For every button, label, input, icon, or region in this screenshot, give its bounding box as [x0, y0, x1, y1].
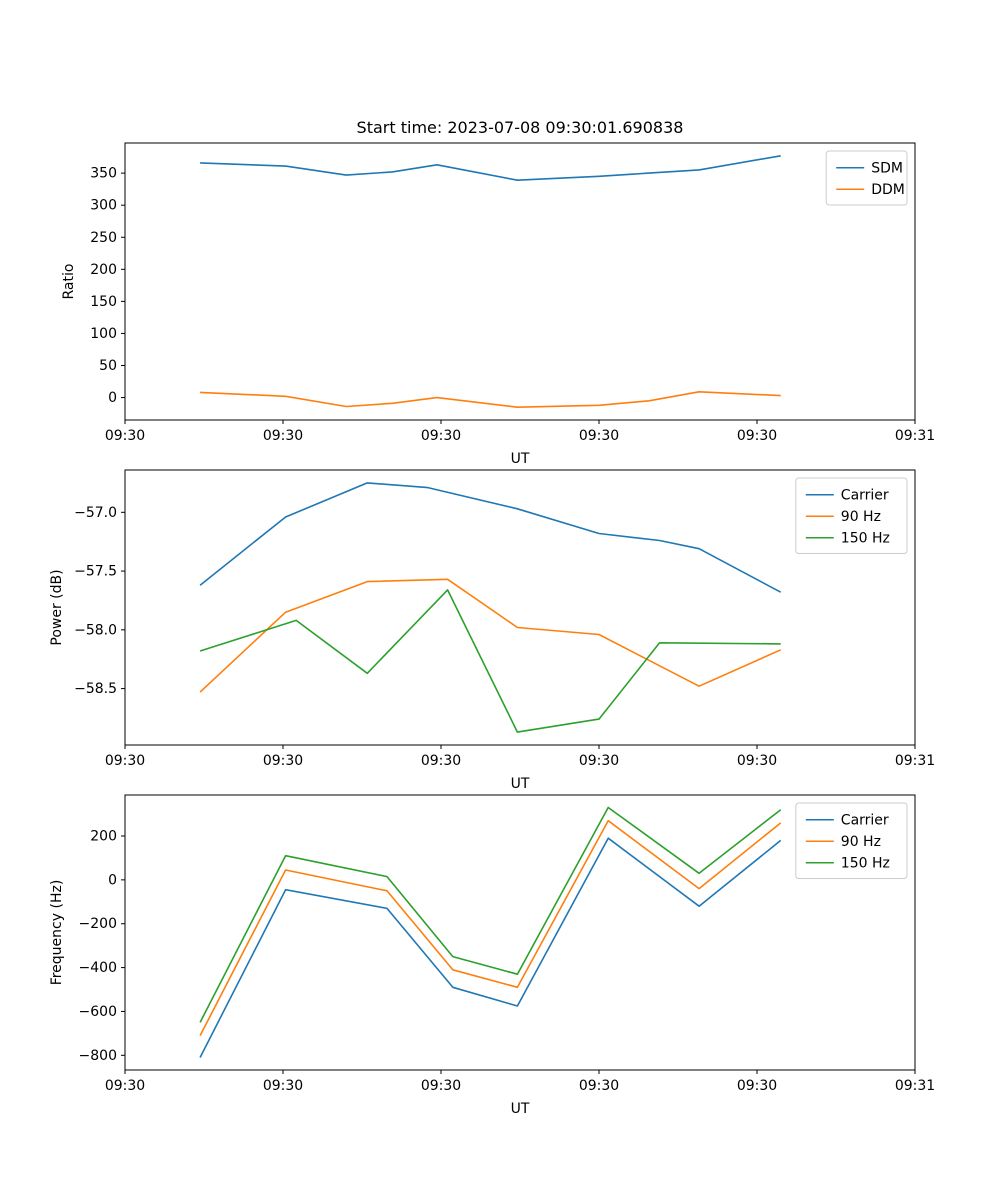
- x-tick-label: 09:30: [737, 753, 777, 769]
- x-tick-label: 09:30: [737, 428, 777, 444]
- y-axis-label: Ratio: [61, 264, 77, 300]
- x-axis-label: UT: [511, 776, 530, 792]
- plot-ratio: 0 50 100 150 200 250 300 350 09:30 09:30 09:30 09:3…: [61, 142, 935, 467]
- y-tick-label: 250: [90, 230, 117, 246]
- x-axis-label: UT: [511, 451, 530, 467]
- y-tick-label: 100: [90, 326, 117, 342]
- x-tick-label: 09:30: [263, 428, 303, 444]
- axes-frame: [124, 142, 916, 421]
- legend-label: Carrier: [841, 812, 889, 828]
- y-tick-label: 150: [90, 294, 117, 310]
- y-tick-label: 300: [90, 198, 117, 214]
- series-line-150-hz: [199, 589, 781, 733]
- y-tick-label: 200: [90, 829, 117, 845]
- x-axis-label: UT: [511, 1101, 530, 1117]
- y-axis-label: Power (dB): [49, 569, 65, 645]
- x-tick-label: 09:30: [737, 1078, 777, 1094]
- x-tick-label: 09:31: [895, 428, 935, 444]
- axes-frame: [124, 794, 916, 1071]
- x-tick-label: 09:30: [421, 1078, 461, 1094]
- y-tick-label: 0: [108, 872, 117, 888]
- y-tick-label: 350: [90, 166, 117, 182]
- y-tick-label: −57.0: [74, 505, 117, 521]
- series-line-carrier: [199, 482, 782, 593]
- y-tick-label: −58.0: [74, 622, 117, 638]
- y-tick-label: 0: [108, 390, 117, 406]
- y-tick-label: 50: [99, 358, 117, 374]
- legend-label: Carrier: [841, 487, 889, 503]
- x-tick-label: 09:30: [421, 428, 461, 444]
- legend-label: SDM: [871, 160, 903, 176]
- x-tick-label: 09:31: [895, 1078, 935, 1094]
- figure-title: Start time: 2023-07-08 09:30:01.690838: [357, 118, 684, 137]
- legend-box: [825, 150, 908, 206]
- x-tick-label: 09:30: [579, 753, 619, 769]
- series-line-90-hz: [199, 578, 782, 693]
- x-tick-label: 09:30: [263, 753, 303, 769]
- series-line-150-hz: [199, 806, 782, 1023]
- x-tick-label: 09:30: [579, 1078, 619, 1094]
- legend-label: DDM: [871, 182, 905, 198]
- legend-label: 150 Hz: [841, 530, 890, 546]
- legend-box: [795, 477, 908, 554]
- x-tick-label: 09:30: [263, 1078, 303, 1094]
- legend-label: 150 Hz: [841, 855, 890, 871]
- x-tick-label: 09:30: [105, 1078, 145, 1094]
- x-tick-label: 09:31: [895, 753, 935, 769]
- series-line-sdm: [200, 155, 781, 181]
- series-line-ddm: [200, 390, 781, 409]
- legend-label: 90 Hz: [841, 834, 881, 850]
- plot-frequency: 200 0 −200 −400 −600 −800 09:30 09:30 09:30 09:30…: [49, 794, 935, 1117]
- axes-frame: [124, 469, 916, 746]
- x-tick-label: 09:30: [105, 753, 145, 769]
- x-tick-label: 09:30: [421, 753, 461, 769]
- y-axis-label: Frequency (Hz): [49, 880, 65, 986]
- y-tick-label: −800: [79, 1048, 117, 1064]
- y-tick-label: −57.5: [74, 564, 117, 580]
- y-tick-label: −58.5: [74, 681, 117, 697]
- y-tick-label: −400: [79, 960, 117, 976]
- series-line-90-hz: [199, 819, 782, 1036]
- y-tick-label: 200: [90, 262, 117, 278]
- series-line-carrier: [199, 837, 782, 1058]
- y-tick-label: −200: [79, 916, 117, 932]
- plot-power: −57.0 −57.5 −58.0 −58.5 09:30 09:30 09:30 09:30…: [49, 469, 935, 792]
- legend-label: 90 Hz: [841, 509, 881, 525]
- x-tick-label: 09:30: [105, 428, 145, 444]
- x-tick-label: 09:30: [579, 428, 619, 444]
- y-tick-label: −600: [79, 1004, 117, 1020]
- legend-box: [795, 802, 908, 879]
